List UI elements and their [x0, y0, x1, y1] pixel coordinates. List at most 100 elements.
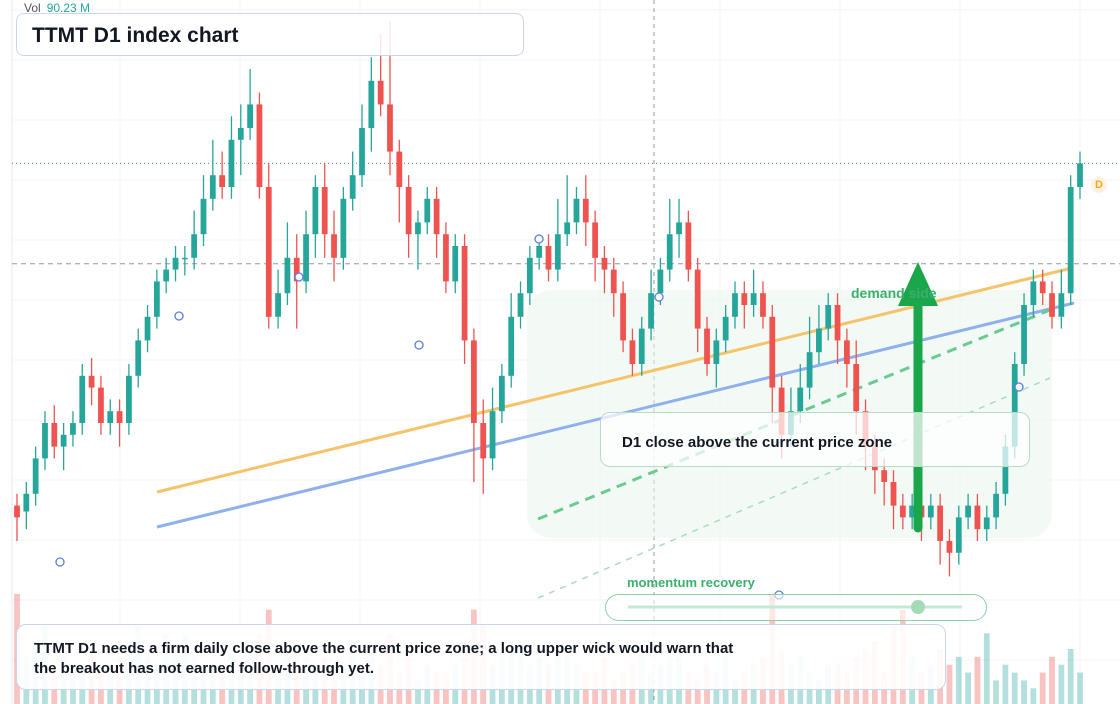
candle-body — [200, 198, 207, 235]
candle-body — [927, 505, 934, 518]
volume-bar — [732, 680, 738, 704]
candle-body — [881, 470, 888, 482]
candle-body — [312, 187, 319, 235]
candle-body — [648, 293, 654, 329]
candle-body — [368, 80, 375, 128]
candle-body — [937, 505, 944, 541]
candle-body — [265, 187, 272, 317]
candle-body — [219, 175, 226, 187]
candle-body — [247, 104, 254, 128]
vol-value: 90.23 M — [46, 1, 91, 15]
candle-body — [70, 423, 76, 435]
candle-body — [443, 234, 449, 282]
volume-bar — [974, 656, 981, 704]
volume-bar — [955, 656, 962, 704]
candle-body — [387, 104, 393, 152]
candle-body — [1067, 187, 1074, 294]
candle-body — [51, 423, 58, 447]
candle-body — [909, 505, 916, 518]
candle-body — [825, 305, 832, 329]
candle-body — [545, 246, 552, 270]
vol-label: Vol — [24, 1, 41, 15]
volume-bar — [1011, 672, 1018, 704]
candle-body — [172, 257, 179, 270]
candle-body — [732, 293, 738, 317]
candle-body — [1011, 364, 1018, 447]
candle-body — [498, 375, 505, 412]
volume-bar — [993, 680, 999, 704]
candle-body — [461, 246, 468, 341]
chart-title-box: TTMT D1 index chart — [16, 13, 524, 56]
candle-body — [778, 387, 785, 435]
candle-body — [554, 234, 561, 270]
volume-bar — [1049, 656, 1055, 704]
candle-body — [657, 269, 664, 294]
volume-bar — [415, 680, 421, 704]
volume-bar — [1067, 649, 1074, 704]
candle-body — [293, 257, 300, 282]
candle-body — [1021, 305, 1027, 364]
candle-body — [582, 198, 589, 223]
candle-body — [1077, 163, 1083, 187]
candle-body — [983, 517, 990, 530]
candle-body — [359, 128, 365, 176]
candle-body — [489, 411, 496, 459]
candle-body — [126, 375, 132, 423]
candle-body — [32, 458, 39, 494]
volume-bar — [816, 680, 822, 704]
candle-body — [508, 316, 515, 376]
candle-body — [321, 187, 328, 235]
volume-bar — [694, 680, 701, 704]
candle-body — [153, 281, 160, 317]
candle-body — [517, 293, 524, 317]
candle-body — [834, 305, 841, 341]
candle-body — [209, 175, 216, 199]
dividend-marker-icon[interactable]: D — [1091, 177, 1107, 193]
candle-body — [1058, 293, 1065, 317]
candle-body — [564, 222, 571, 235]
candle-body — [340, 198, 347, 258]
candle-body — [144, 316, 151, 341]
candle-body — [163, 269, 170, 282]
candle-body — [1030, 281, 1037, 305]
volume-bar — [1030, 688, 1037, 704]
candle-body — [573, 198, 580, 223]
candle-body — [816, 328, 822, 353]
candle-body — [480, 423, 487, 459]
candle-body — [741, 293, 748, 305]
candle-body — [713, 340, 720, 364]
candle-body — [79, 375, 86, 423]
candle-body — [471, 340, 477, 423]
candle-body — [965, 505, 971, 518]
candle-body — [769, 316, 776, 388]
event-marker-icon — [1014, 382, 1024, 392]
volume-bar — [946, 664, 953, 704]
candle-body — [750, 293, 757, 305]
volume-bar — [1058, 664, 1065, 704]
volume-bar — [965, 672, 971, 704]
candle-body — [704, 328, 710, 364]
event-marker-icon — [654, 292, 664, 302]
analysis-note: TTMT D1 needs a firm daily close above t… — [16, 624, 946, 690]
volume-bar — [610, 680, 617, 704]
candle-body — [415, 222, 421, 235]
candle-body — [284, 257, 291, 294]
analysis-note-text: TTMT D1 needs a firm daily close above t… — [34, 640, 734, 677]
candle-body — [620, 293, 626, 341]
candle-body — [60, 434, 67, 447]
volume-bar — [983, 633, 990, 704]
candle-body — [722, 316, 729, 341]
candle-body — [694, 269, 701, 329]
candle-body — [452, 246, 459, 282]
candle-body — [676, 222, 682, 235]
candle-body — [303, 234, 309, 282]
candle-body — [396, 151, 403, 187]
candle-body — [806, 352, 813, 388]
volume-readout: Vol 90.23 M — [24, 1, 90, 15]
demand-arrow-head — [898, 262, 938, 306]
candle-body — [377, 80, 384, 105]
candle-body — [237, 128, 244, 140]
volume-bar — [1021, 680, 1027, 704]
volume-bar — [1002, 664, 1009, 704]
